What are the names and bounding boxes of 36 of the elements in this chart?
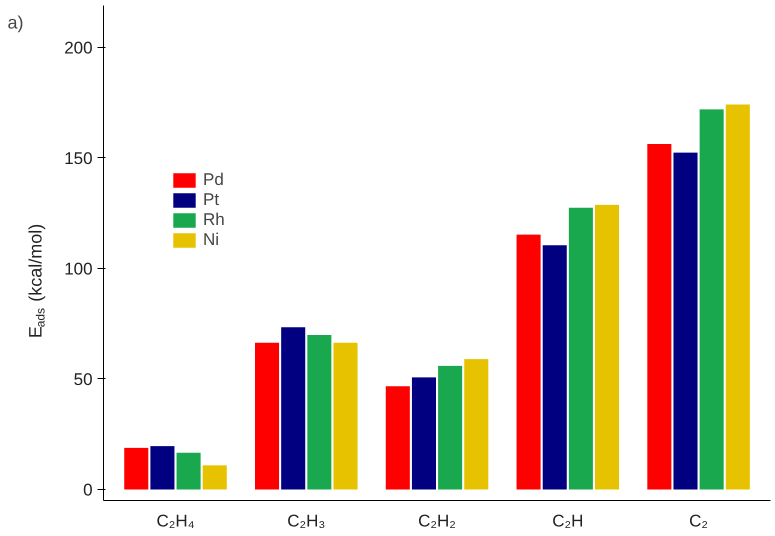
bar: [307, 334, 332, 490]
text: a): [8, 12, 24, 32]
bar: [438, 366, 462, 490]
x-tick-label: C₂H: [552, 512, 584, 530]
bar: [568, 208, 593, 490]
y-tick-label: 100: [64, 259, 93, 278]
x-tick-label: C₂: [689, 512, 708, 530]
bar: [595, 204, 620, 490]
bar: [542, 245, 567, 490]
bar: [673, 152, 698, 490]
bar: [176, 452, 201, 490]
legend-label: Pt: [203, 190, 220, 210]
legend-label: Ni: [203, 230, 220, 250]
y-tick-label: 200: [64, 38, 93, 58]
bar: [124, 448, 148, 490]
legend-label: Rh: [203, 210, 225, 230]
bar: [202, 465, 227, 490]
bar: [464, 359, 488, 490]
bar: [726, 104, 750, 490]
y-tick-label: 0: [83, 480, 93, 500]
x-tick-label: C₂H₂: [418, 512, 456, 530]
bar: [281, 327, 306, 490]
x-tick-label: C₂H₃: [287, 512, 326, 530]
legend-label: Pd: [203, 170, 224, 190]
bar: [255, 342, 280, 490]
bar: [647, 144, 672, 490]
bar: [516, 234, 541, 490]
y-tick-label: 150: [64, 148, 93, 168]
bar: [412, 377, 436, 490]
y-axis-title: Eads (kcal/mol): [26, 224, 48, 338]
bar: [333, 342, 358, 490]
x-tick-label: C₂H₄: [156, 512, 195, 530]
bar: [386, 386, 410, 490]
y-tick-label: 50: [74, 370, 93, 389]
bar: [700, 109, 724, 490]
bar: [150, 446, 174, 490]
